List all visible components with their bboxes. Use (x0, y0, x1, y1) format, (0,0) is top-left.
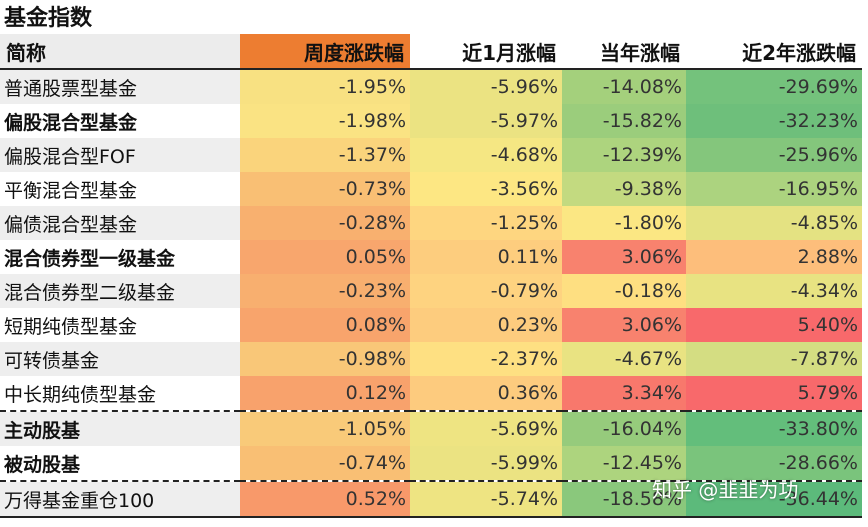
value-cell-2y: 5.79% (686, 376, 862, 412)
value-cell-1m: -2.37% (410, 342, 562, 376)
value-cell-ytd: -15.82% (562, 104, 686, 138)
value-cell-ytd: -12.39% (562, 138, 686, 172)
value-cell-1m: 0.36% (410, 376, 562, 412)
value-cell-ytd: -0.18% (562, 274, 686, 308)
fund-name-cell: 偏股混合型基金 (4, 111, 138, 134)
table-row[interactable]: 中长期纯债型基金 0.12% 0.36% 3.34% 5.79% (0, 376, 862, 412)
value-cell-1m: -4.68% (410, 138, 562, 172)
value-cell-2y: -7.87% (686, 342, 862, 376)
table-row[interactable]: 偏股混合型FOF -1.37% -4.68% -12.39% -25.96% (0, 138, 862, 172)
value-cell-weekly: -0.28% (240, 206, 410, 240)
table-row[interactable]: 被动股基 -0.74% -5.99% -12.45% -28.66% (0, 446, 862, 482)
value-cell-2y: -32.23% (686, 104, 862, 138)
value-cell-ytd: 3.34% (562, 376, 686, 412)
table-row[interactable]: 可转债基金 -0.98% -2.37% -4.67% -7.87% (0, 342, 862, 376)
value-cell-1m: -5.96% (410, 69, 562, 104)
value-cell-2y: -28.66% (686, 446, 862, 482)
value-cell-ytd: -12.45% (562, 446, 686, 482)
header-2y-change[interactable]: 近2年涨跌幅 (686, 34, 862, 70)
fund-name-cell: 偏债混合型基金 (0, 206, 240, 240)
fund-name-cell: 普通股票型基金 (0, 69, 240, 104)
fund-name-cell: 混合债券型二级基金 (0, 274, 240, 308)
value-cell-ytd: -16.04% (562, 411, 686, 446)
value-cell-2y: 2.88% (686, 240, 862, 274)
value-cell-weekly: 0.12% (240, 376, 410, 412)
value-cell-weekly: 0.52% (240, 481, 410, 518)
value-cell-1m: 0.11% (410, 240, 562, 274)
page-title: 基金指数 (4, 6, 93, 31)
value-cell-1m: -0.79% (410, 274, 562, 308)
value-cell-ytd: -9.38% (562, 172, 686, 206)
value-cell-2y: -16.95% (686, 172, 862, 206)
value-cell-2y: -4.85% (686, 206, 862, 240)
fund-name-cell: 平衡混合型基金 (4, 179, 138, 202)
value-cell-2y: 5.40% (686, 308, 862, 342)
header-name[interactable]: 简称 (0, 34, 240, 70)
value-cell-2y: -29.69% (686, 69, 862, 104)
value-cell-1m: -5.69% (410, 411, 562, 446)
value-cell-weekly: -0.73% (240, 172, 410, 206)
value-cell-ytd: -1.80% (562, 206, 686, 240)
value-cell-weekly: 0.08% (240, 308, 410, 342)
watermark: 知乎 @韭韭为功 (652, 478, 799, 502)
value-cell-weekly: -0.98% (240, 342, 410, 376)
value-cell-ytd: 3.06% (562, 308, 686, 342)
value-cell-ytd: 3.06% (562, 240, 686, 274)
header-1m-change[interactable]: 近1月涨幅 (410, 34, 562, 70)
value-cell-2y: -36.44% (686, 481, 862, 518)
table-row[interactable]: 混合债券型二级基金 -0.23% -0.79% -0.18% -4.34% (0, 274, 862, 308)
fund-name-cell: 可转债基金 (0, 342, 240, 376)
fund-name-cell: 中长期纯债型基金 (0, 376, 240, 412)
value-cell-weekly: 0.05% (240, 240, 410, 274)
table-row[interactable]: 普通股票型基金 -1.95% -5.96% -14.08% -29.69% (0, 69, 862, 104)
value-cell-weekly: -0.23% (240, 274, 410, 308)
header-weekly-change[interactable]: 周度涨跌幅 (240, 34, 410, 70)
table-row[interactable]: 偏债混合型基金 -0.28% -1.25% -1.80% -4.85% (0, 206, 862, 240)
value-cell-2y: -33.80% (686, 411, 862, 446)
table-row[interactable]: 主动股基 -1.05% -5.69% -16.04% -33.80% (0, 411, 862, 446)
value-cell-1m: -5.97% (410, 104, 562, 138)
value-cell-weekly: -1.95% (240, 69, 410, 104)
value-cell-weekly: -0.74% (240, 446, 410, 482)
table-row[interactable]: 短期纯债型基金 0.08% 0.23% 3.06% 5.40% (0, 308, 862, 342)
value-cell-weekly: -1.98% (240, 104, 410, 138)
fund-name-cell: 混合债券型一级基金 (4, 247, 176, 270)
header-ytd-change[interactable]: 当年涨幅 (562, 34, 686, 70)
value-cell-2y: -4.34% (686, 274, 862, 308)
table-header-row: 简称 周度涨跌幅 近1月涨幅 当年涨幅 近2年涨跌幅 (0, 34, 862, 70)
value-cell-1m: 0.23% (410, 308, 562, 342)
fund-name-cell: 万得基金重仓100 (0, 481, 240, 518)
value-cell-ytd: -4.67% (562, 342, 686, 376)
fund-index-table: 简称 周度涨跌幅 近1月涨幅 当年涨幅 近2年涨跌幅 普通股票型基金 -1.95%… (0, 34, 862, 518)
value-cell-ytd: -18.58% (562, 481, 686, 518)
table-row[interactable]: 偏股混合型基金 -1.98% -5.97% -15.82% -32.23% (0, 104, 862, 138)
value-cell-1m: -1.25% (410, 206, 562, 240)
value-cell-1m: -3.56% (410, 172, 562, 206)
table-row[interactable]: 混合债券型一级基金 0.05% 0.11% 3.06% 2.88% (0, 240, 862, 274)
value-cell-weekly: -1.05% (240, 411, 410, 446)
fund-name-cell: 偏股混合型FOF (0, 138, 240, 172)
fund-name-cell: 主动股基 (0, 411, 240, 446)
value-cell-1m: -5.99% (410, 446, 562, 482)
value-cell-1m: -5.74% (410, 481, 562, 518)
table-row[interactable]: 平衡混合型基金 -0.73% -3.56% -9.38% -16.95% (0, 172, 862, 206)
table-row[interactable]: 万得基金重仓100 0.52% -5.74% -18.58% -36.44% (0, 481, 862, 518)
fund-name-cell: 被动股基 (0, 446, 240, 482)
value-cell-2y: -25.96% (686, 138, 862, 172)
value-cell-weekly: -1.37% (240, 138, 410, 172)
value-cell-ytd: -14.08% (562, 69, 686, 104)
fund-name-cell: 短期纯债型基金 (4, 315, 138, 338)
